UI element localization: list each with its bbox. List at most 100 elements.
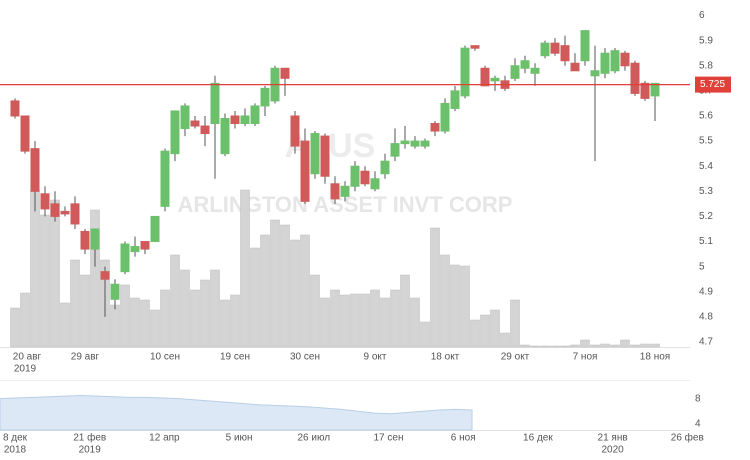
volume-bar	[530, 345, 540, 348]
navigator-y-label: 4	[695, 418, 701, 429]
navigator-x-label: 26 июл	[297, 433, 330, 444]
y-tick-label: 4.7	[699, 337, 713, 348]
candle-body	[60, 210, 70, 215]
y-tick-label: 5.5	[699, 136, 713, 147]
volume-bar	[510, 299, 520, 348]
navigator-area	[0, 395, 473, 431]
volume-bar	[280, 224, 290, 348]
candle-body	[320, 135, 330, 177]
navigator-x-label: 17 сен	[374, 433, 404, 444]
candle-body	[340, 185, 350, 197]
navigator-y-label: 8	[695, 393, 701, 404]
x-tick-label: 9 окт	[364, 352, 387, 363]
volume-bar	[540, 345, 550, 348]
candle-body	[280, 67, 290, 79]
candle-body	[480, 67, 490, 87]
candle-body	[440, 102, 450, 132]
x-tick-label: 18 окт	[431, 352, 460, 363]
candle-body	[210, 82, 220, 125]
candle-body	[550, 42, 560, 54]
candle-body	[150, 215, 160, 243]
navigator-year-label: 2018	[4, 445, 27, 456]
candle-body	[640, 82, 650, 99]
volume-bar	[240, 189, 250, 348]
volume-bar	[50, 199, 60, 348]
volume-bar	[650, 343, 660, 348]
x-year-label: 2019	[14, 364, 37, 375]
volume-bar	[260, 234, 270, 348]
volume-bar	[40, 214, 50, 348]
volume-bar	[600, 343, 610, 348]
candle-body	[300, 140, 310, 202]
candle-body	[630, 62, 640, 94]
volume-bar	[270, 219, 280, 348]
candle-body	[370, 178, 380, 190]
y-tick-label: 5.2	[699, 211, 713, 222]
volume-bar	[140, 299, 150, 348]
candle-body	[20, 115, 30, 152]
volume-bar	[610, 344, 620, 348]
candle-body	[80, 230, 90, 250]
volume-bar	[290, 239, 300, 348]
volume-bar	[500, 332, 510, 348]
x-tick-label: 29 авг	[71, 352, 100, 363]
volume-bar	[20, 292, 30, 348]
current-price-label: 5.725	[700, 79, 725, 90]
candle-body	[490, 77, 500, 82]
candle-body	[510, 65, 520, 79]
candle-body	[380, 160, 390, 175]
candle-body	[590, 70, 600, 77]
x-tick-label: 10 сен	[150, 352, 180, 363]
candle-body	[10, 100, 20, 117]
volume-bar	[460, 265, 470, 348]
volume-bar	[70, 259, 80, 348]
volume-bar	[170, 254, 180, 348]
candle-body	[410, 140, 420, 147]
candle-body	[400, 140, 410, 145]
navigator-x-label: 21 янв	[598, 433, 628, 444]
volume-bar	[310, 274, 320, 348]
navigator-x-label: 5 июн	[226, 433, 253, 444]
candle-body	[520, 60, 530, 69]
volume-bar	[120, 284, 130, 348]
candle-body	[560, 45, 570, 62]
x-tick-label: 20 авг	[13, 352, 42, 363]
candle-body	[110, 283, 120, 300]
volume-bar	[180, 269, 190, 348]
volume-bar	[570, 344, 580, 348]
y-tick-label: 5.6	[699, 111, 713, 122]
volume-bar	[220, 299, 230, 348]
candle-body	[450, 90, 460, 109]
volume-bar	[350, 293, 360, 348]
volume-bar	[300, 234, 310, 348]
candle-body	[390, 143, 400, 157]
candle-body	[250, 105, 260, 125]
volume-bar	[390, 289, 400, 348]
candle-body	[160, 150, 170, 207]
y-tick-label: 5.3	[699, 186, 713, 197]
candle-body	[310, 133, 320, 175]
volume-bar	[550, 345, 560, 348]
navigator-x-label: 26 фев	[671, 432, 704, 444]
navigator-x-label: 12 апр	[149, 433, 180, 444]
candle-body	[350, 165, 360, 187]
candle-body	[90, 228, 100, 250]
candle-body	[420, 140, 430, 147]
y-tick-label: 5.1	[699, 236, 713, 247]
volume-bar	[590, 344, 600, 348]
candle-body	[30, 148, 40, 192]
volume-bar	[230, 294, 240, 348]
y-tick-label: 5.4	[699, 161, 713, 172]
x-tick-label: 29 окт	[501, 352, 530, 363]
y-tick-label: 5.9	[699, 35, 713, 46]
y-tick-label: 4.9	[699, 286, 713, 297]
y-tick-label: 4.8	[699, 312, 713, 323]
current-price-tag	[695, 76, 731, 93]
navigator-x-label: 21 фев	[73, 432, 106, 444]
volume-bar	[360, 293, 370, 348]
navigator-year-label: 2020	[601, 445, 624, 456]
candle-body	[100, 271, 110, 280]
watermark-ticker: AI.US	[285, 127, 376, 165]
navigator-x-label: 8 дек	[3, 433, 28, 444]
